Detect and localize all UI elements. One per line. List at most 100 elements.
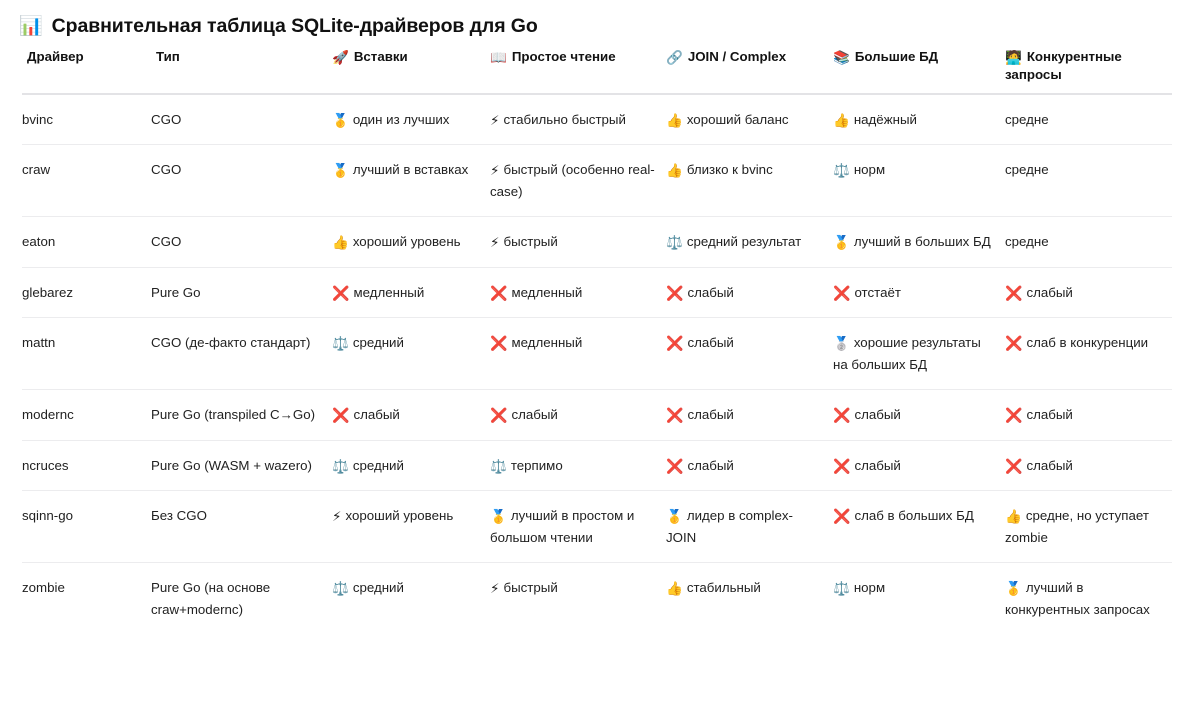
gold-medal-icon: 🥇: [332, 112, 349, 129]
cell-text: слабый: [687, 335, 734, 351]
books-icon: 📚: [833, 50, 850, 66]
cell-simple-read: ❌ слабый: [490, 389, 666, 441]
cell-concurrent: 👍 средне, но уступает zombie: [1005, 490, 1172, 564]
cross-mark-icon: ❌: [1005, 408, 1023, 425]
cross-mark-icon: ❌: [1005, 285, 1023, 302]
column-label-bigdb: Большие БД: [854, 49, 939, 64]
cell-driver-name: glebarez: [22, 267, 151, 319]
cell-text: средне: [1005, 111, 1049, 127]
cell-driver-type: Pure Go (transpiled C→Go): [151, 389, 332, 441]
table-row: bvinc CGO 🥇 один из лучших ⚡ стабильно быстры…: [22, 93, 1172, 146]
cell-join: 👍 стабильный: [666, 563, 833, 635]
cell-text: средне: [1005, 234, 1049, 250]
cell-text: быстрый: [503, 580, 558, 596]
column-header-bigdb: 📚 Большие БД: [833, 42, 1005, 95]
cell-text: слабый: [687, 407, 734, 423]
cross-mark-icon: ❌: [833, 408, 851, 425]
cell-inserts: 🥇 один из лучших: [332, 93, 490, 146]
cell-text: лучший в конкурентных запросах: [1005, 580, 1150, 617]
cell-text: быстрый: [503, 234, 558, 250]
column-header-concurrent: 🧑‍💻 Конкурентные запросы: [1005, 42, 1172, 95]
table-row: sqinn-go Без CGO ⚡ хороший уровень 🥇 лучший в…: [22, 490, 1172, 564]
link-icon: 🔗: [666, 50, 683, 66]
lightning-icon: ⚡: [490, 163, 500, 180]
balance-scale-icon: ⚖️: [490, 458, 507, 475]
table-row: craw CGO 🥇 лучший в вставках ⚡ быстрый (особе…: [22, 144, 1172, 218]
cell-join: 🥇 лидер в complex-JOIN: [666, 490, 833, 564]
cell-text: слабый: [687, 457, 734, 473]
cell-join: ❌ слабый: [666, 389, 833, 441]
gold-medal-icon: 🥇: [490, 509, 507, 526]
thumbs-up-icon: 👍: [1005, 509, 1022, 526]
column-label-driver: Драйвер: [27, 49, 84, 64]
rocket-icon: 🚀: [332, 50, 349, 66]
column-header-simple-read: 📖 Простое чтение: [490, 42, 666, 95]
cell-text: норм: [853, 162, 886, 178]
cell-simple-read: ⚡ быстрый: [490, 216, 666, 268]
cell-join: ❌ слабый: [666, 317, 833, 391]
cell-driver-name: sqinn-go: [22, 490, 151, 564]
cell-simple-read: 🥇 лучший в простом и большом чтении: [490, 490, 666, 564]
column-header-inserts: 🚀 Вставки: [332, 42, 490, 95]
cell-driver-type: Без CGO: [151, 490, 332, 564]
cell-simple-read: ⚡ быстрый (особенно real-case): [490, 144, 666, 218]
cell-driver-type: Pure Go (на основе craw+modernc): [151, 580, 271, 617]
cross-mark-icon: ❌: [332, 285, 350, 302]
balance-scale-icon: ⚖️: [666, 235, 683, 252]
cell-simple-read: ❌ медленный: [490, 317, 666, 391]
cell-text: слаб в конкуренции: [1026, 335, 1149, 351]
cell-concurrent: 🥇 лучший в конкурентных запросах: [1005, 563, 1172, 635]
table-row: glebarez Pure Go ❌ медленный ❌ медленный ❌ слаб…: [22, 267, 1172, 319]
cell-driver-type: Pure Go: [151, 267, 332, 319]
table-row: mattn CGO (де-факто стандарт) ⚖️ средний ❌ ме…: [22, 317, 1172, 391]
table-row: modernc Pure Go (transpiled C→Go) ❌ слабый ❌…: [22, 389, 1172, 441]
balance-scale-icon: ⚖️: [833, 581, 850, 598]
cell-bigdb: ❌ слаб в больших БД: [833, 490, 1005, 564]
thumbs-up-icon: 👍: [833, 112, 850, 129]
cell-join: ⚖️ средний результат: [666, 216, 833, 268]
cell-join: 👍 хороший баланс: [666, 93, 833, 146]
cell-driver-name: ncruces: [22, 440, 151, 492]
open-book-icon: 📖: [490, 50, 507, 66]
cell-simple-read: ⚡ быстрый: [490, 563, 666, 635]
cell-text: средний: [352, 335, 404, 351]
cross-mark-icon: ❌: [833, 285, 851, 302]
cell-simple-read: ⚡ стабильно быстрый: [490, 93, 666, 146]
cell-driver-type: CGO: [151, 216, 332, 268]
table-head: Драйвер Тип 🚀 Вставки 📖 Простое чтение 🔗 JO…: [22, 42, 1172, 95]
cell-driver-type: CGO: [151, 144, 332, 218]
cell-inserts: ❌ слабый: [332, 389, 490, 441]
cross-mark-icon: ❌: [1005, 336, 1023, 353]
cell-text: слабый: [854, 407, 901, 423]
balance-scale-icon: ⚖️: [332, 336, 349, 353]
gold-medal-icon: 🥇: [332, 163, 349, 180]
cell-text: надёжный: [853, 111, 917, 127]
column-header-driver: Драйвер: [22, 42, 151, 95]
cell-text: хороший уровень: [352, 234, 461, 250]
cell-concurrent: ❌ слабый: [1005, 267, 1172, 319]
thumbs-up-icon: 👍: [332, 235, 349, 252]
table-header-row: Драйвер Тип 🚀 Вставки 📖 Простое чтение 🔗 JO…: [22, 42, 1172, 95]
cross-mark-icon: ❌: [833, 509, 851, 526]
cell-text: слабый: [854, 457, 901, 473]
balance-scale-icon: ⚖️: [833, 163, 850, 180]
cell-bigdb: ❌ слабый: [833, 440, 1005, 492]
lightning-icon: ⚡: [490, 581, 500, 598]
cell-text: слабый: [1026, 284, 1073, 300]
cell-text: слабый: [511, 407, 558, 423]
cell-bigdb: 🥈 хорошие результаты на больших БД: [833, 317, 1005, 391]
cell-text: лучший в простом и большом чтении: [490, 508, 635, 545]
cell-inserts: ⚖️ средний: [332, 440, 490, 492]
column-label-join: JOIN / Complex: [687, 49, 787, 64]
sqlite-driver-comparison-table: Драйвер Тип 🚀 Вставки 📖 Простое чтение 🔗 JO…: [22, 42, 1172, 635]
cell-bigdb: ⚖️ норм: [833, 144, 1005, 218]
gold-medal-icon: 🥇: [1005, 581, 1022, 598]
cell-driver-type: CGO (де-факто стандарт): [151, 317, 332, 391]
cell-text: слаб в больших БД: [854, 508, 974, 524]
cell-text: хороший уровень: [345, 508, 454, 524]
bar-chart-icon: 📊: [19, 16, 43, 37]
table-row: ncruces Pure Go (WASM + wazero) ⚖️ средний ⚖…: [22, 440, 1172, 492]
cell-driver-name: zombie: [22, 580, 65, 596]
cross-mark-icon: ❌: [666, 285, 684, 302]
cell-text: лидер в complex-JOIN: [666, 508, 793, 545]
